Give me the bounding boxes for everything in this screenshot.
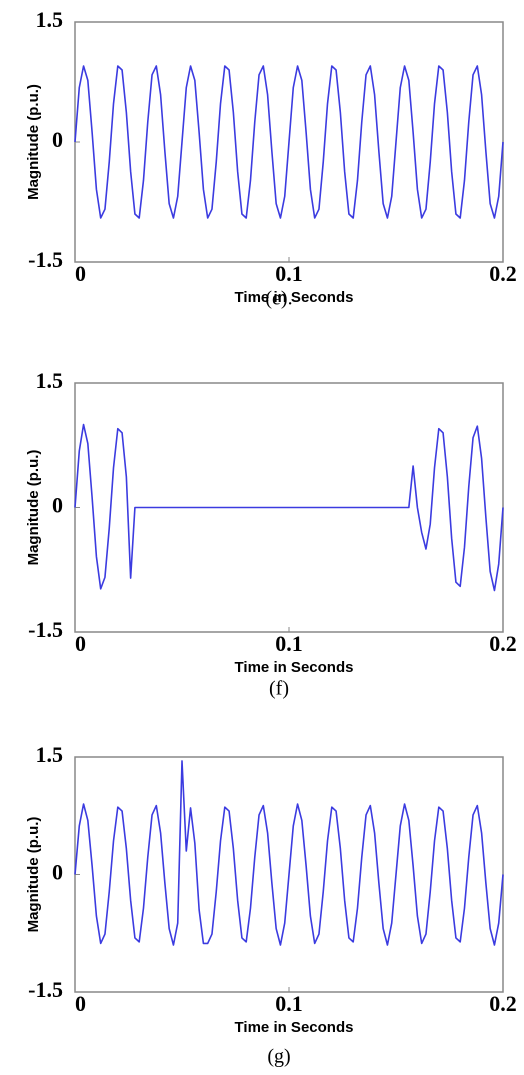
signal-line [74,423,504,592]
x-axis-label: Time in Seconds [235,289,354,306]
x-tick-label: 0.1 [275,991,303,1016]
x-tick-label: 0 [75,991,86,1016]
y-axis-label: Magnitude (p.u.) [25,84,42,200]
x-axis-label: Time in Seconds [235,1019,354,1036]
x-tick-label: 0.2 [489,631,517,656]
caption: (f) [269,678,289,700]
x-tick-label: 0.1 [275,261,303,286]
y-axis-label: Magnitude (p.u.) [25,817,42,933]
y-tick-label: 0 [52,127,63,152]
x-tick-label: 0 [75,631,86,656]
signal-line [74,65,504,219]
y-tick-label: 1.5 [36,7,64,32]
signal-line [74,760,504,946]
y-tick-label: -1.5 [28,617,63,642]
y-axis-label: Magnitude (p.u.) [25,450,42,566]
caption: (g) [267,1046,290,1068]
y-tick-label: 0 [52,493,63,518]
caption: (e). [265,288,292,310]
x-tick-label: 0.1 [275,631,303,656]
y-tick-label: 1.5 [36,742,64,767]
x-tick-label: 0.2 [489,991,517,1016]
y-tick-label: 0 [52,860,63,885]
x-tick-label: 0 [75,261,86,286]
y-tick-label: -1.5 [28,247,63,272]
x-tick-label: 0.2 [489,261,517,286]
x-axis-label: Time in Seconds [235,659,354,676]
y-tick-label: 1.5 [36,368,64,393]
y-tick-label: -1.5 [28,977,63,1002]
